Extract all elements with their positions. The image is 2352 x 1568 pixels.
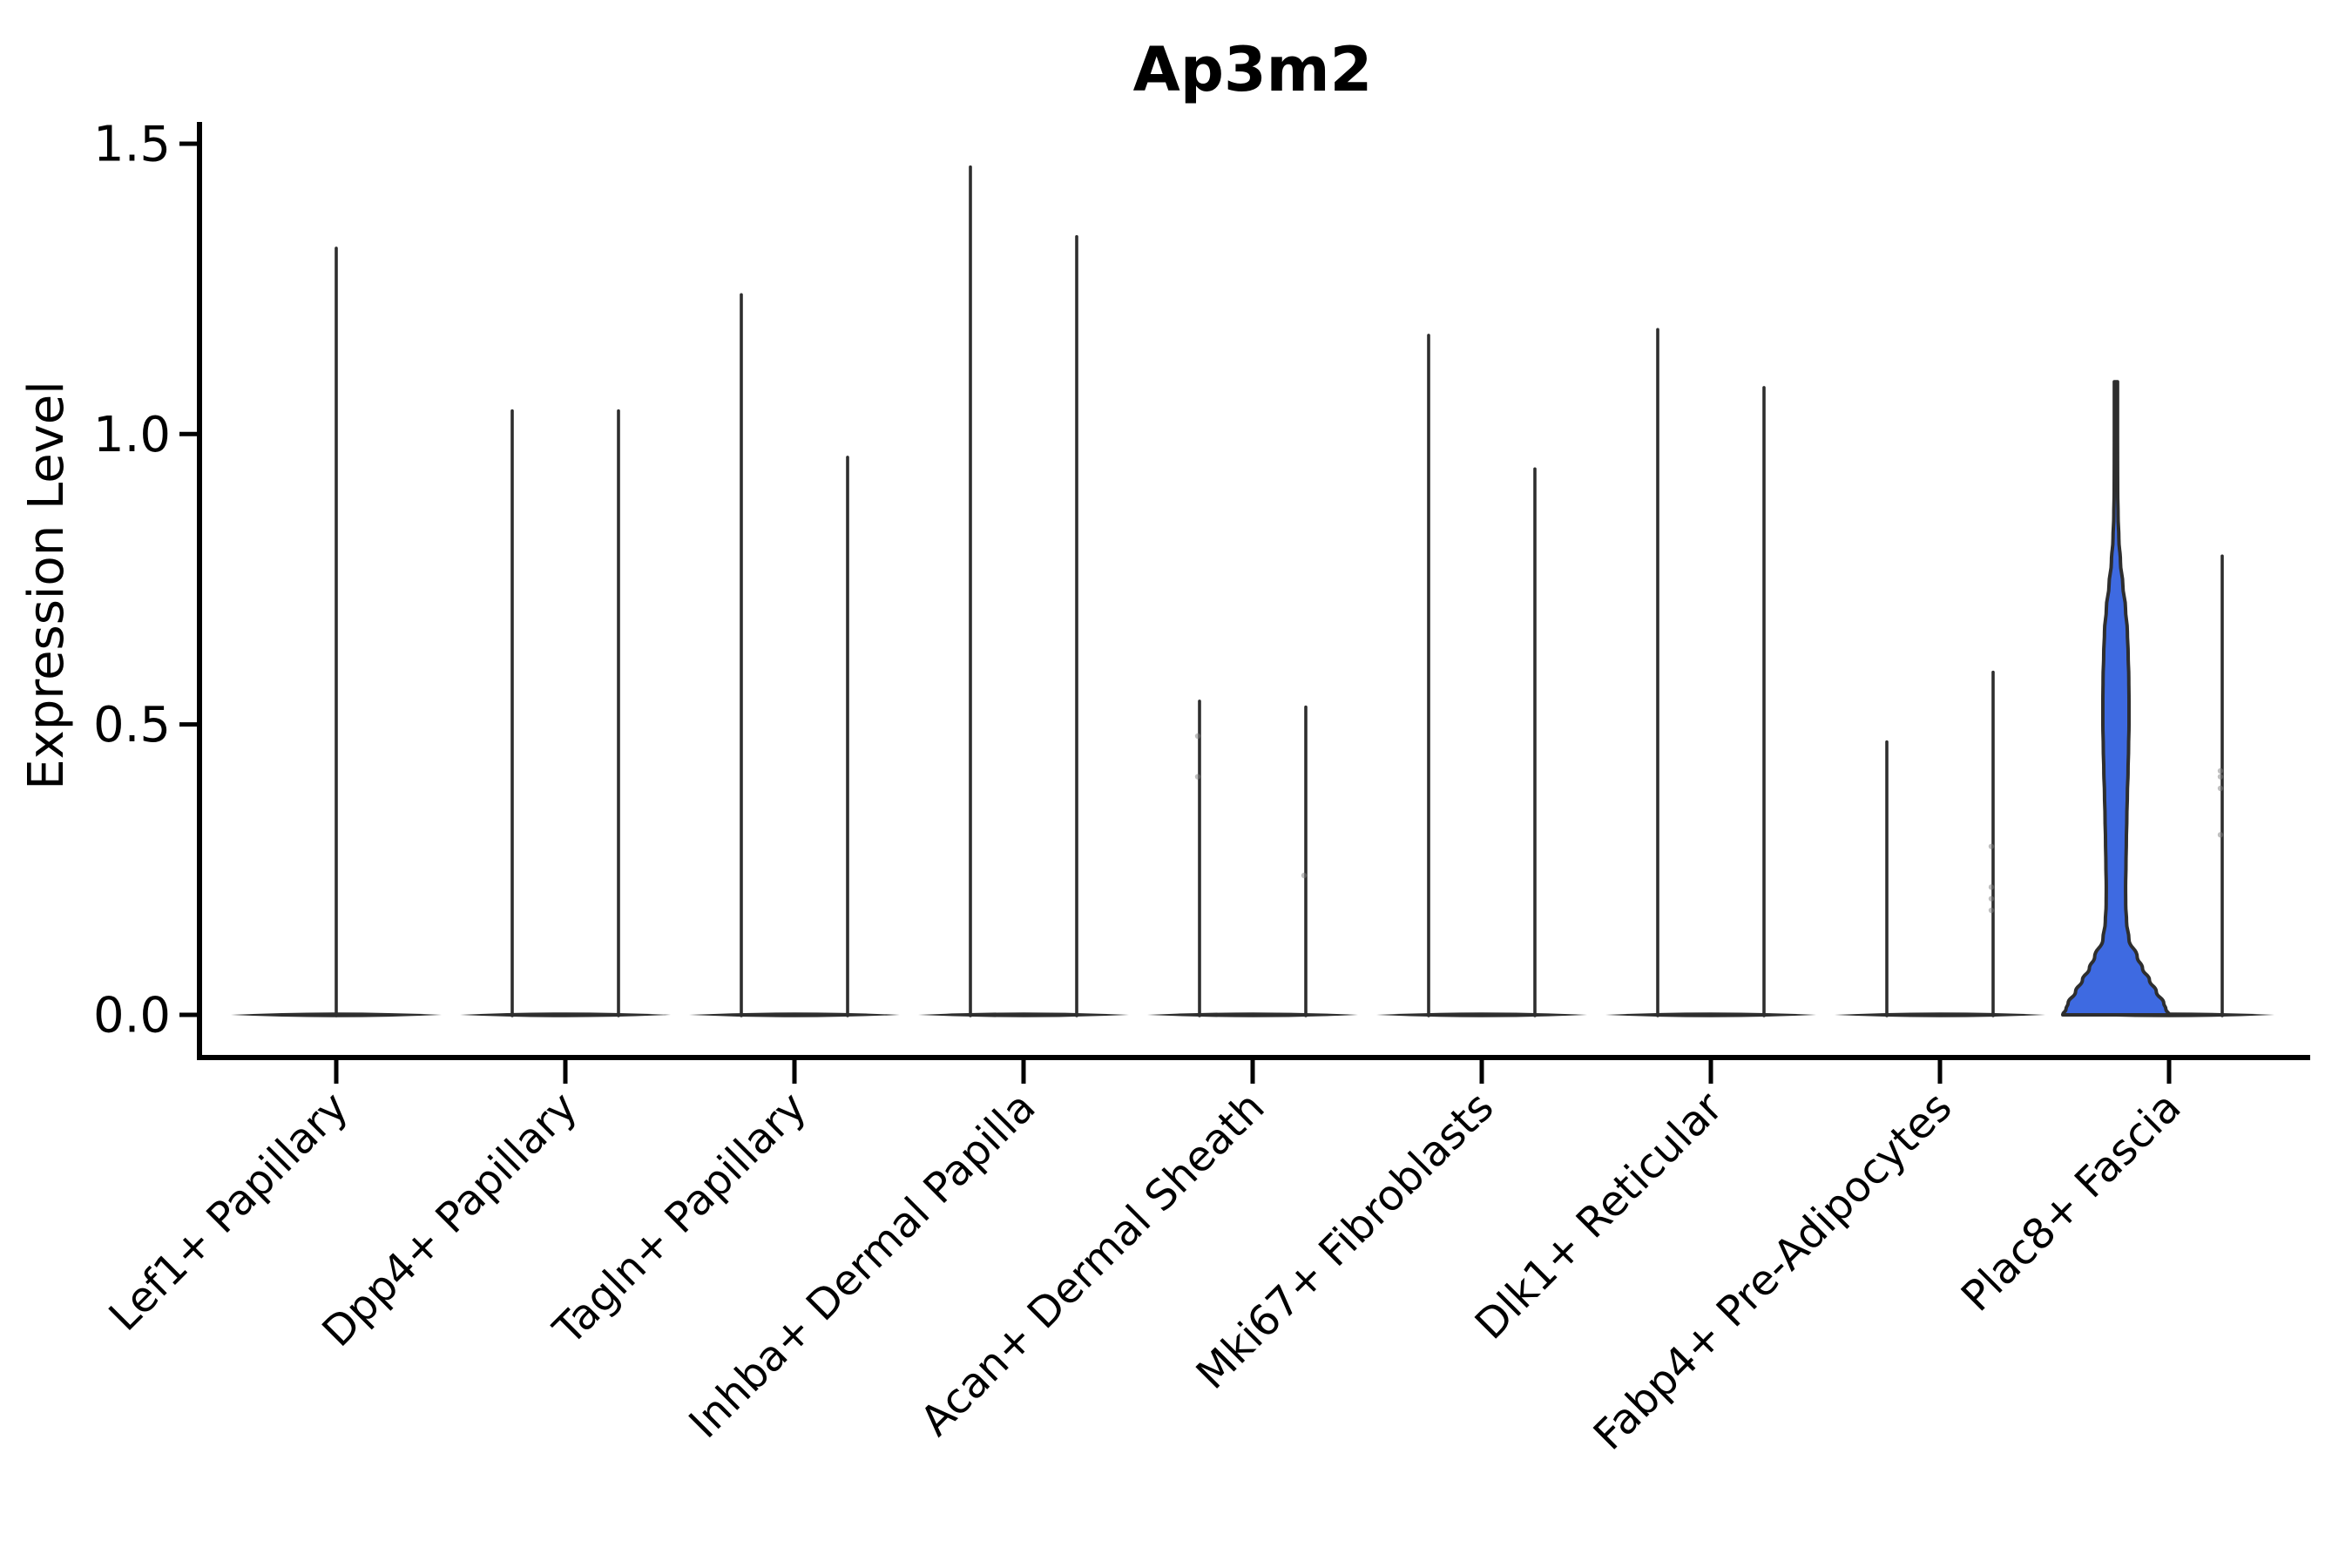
y-tick-label: 1.0 (93, 407, 171, 463)
y-tick-label: 1.5 (93, 116, 171, 172)
jitter-point (2217, 832, 2224, 838)
plot-layer (231, 165, 2274, 1017)
violin-baseline (1147, 1012, 1358, 1017)
violin-baseline (918, 1012, 1129, 1017)
x-tick-label: Dlk1+ Reticular (1466, 1083, 1733, 1349)
jitter-point (1194, 774, 1201, 780)
y-tick-label: 0.5 (93, 697, 171, 754)
x-tick-label: Lef1+ Papillary (100, 1083, 358, 1341)
y-tick-label: 0.0 (93, 988, 171, 1044)
jitter-point (1988, 843, 1995, 849)
y-axis-label: Expression Level (18, 381, 75, 790)
violin-baseline (1605, 1012, 1816, 1017)
chart-title: Ap3m2 (1133, 34, 1373, 105)
x-tick-label: Dpp4+ Papillary (313, 1083, 586, 1356)
x-tick-label: Plac8+ Fascia (1952, 1083, 2191, 1321)
x-tick-label: Tagln+ Papillary (544, 1083, 815, 1355)
jitter-point (1988, 907, 1995, 914)
jitter-point (1988, 884, 1995, 890)
jitter-point (2217, 767, 2224, 774)
violin-baseline (1376, 1012, 1587, 1017)
jitter-point (2217, 774, 2224, 780)
jitter-point (1301, 872, 1308, 879)
jitter-point (2217, 785, 2224, 792)
violin-body-highlight (2061, 380, 2171, 1017)
jitter-point (1988, 896, 1995, 902)
violin-baseline (460, 1012, 671, 1017)
jitter-point (1194, 733, 1201, 740)
violin-baseline (689, 1012, 900, 1017)
violin-baseline (1835, 1012, 2045, 1017)
